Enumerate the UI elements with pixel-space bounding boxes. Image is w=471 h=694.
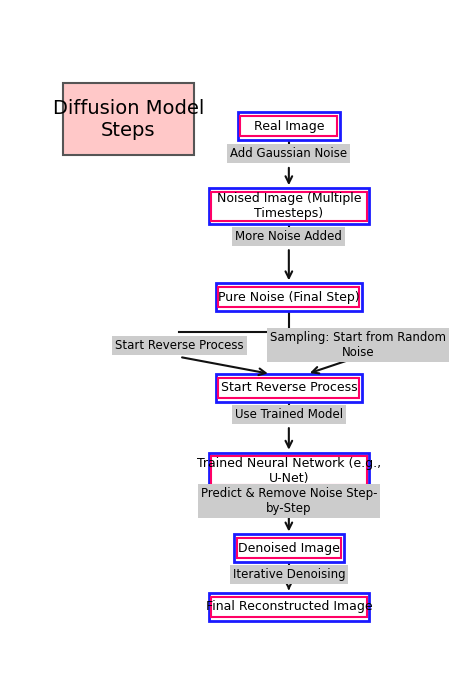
Text: Real Image: Real Image: [253, 119, 324, 133]
Text: Diffusion Model
Steps: Diffusion Model Steps: [53, 99, 204, 140]
Text: Pure Noise (Final Step): Pure Noise (Final Step): [218, 291, 360, 303]
Text: Start Reverse Process: Start Reverse Process: [115, 339, 244, 352]
Text: Start Reverse Process: Start Reverse Process: [220, 382, 357, 394]
FancyBboxPatch shape: [209, 452, 369, 489]
FancyBboxPatch shape: [238, 112, 340, 140]
Text: Noised Image (Multiple
Timesteps): Noised Image (Multiple Timesteps): [217, 192, 361, 220]
Text: Sampling: Start from Random
Noise: Sampling: Start from Random Noise: [270, 331, 446, 359]
Text: Denoised Image: Denoised Image: [238, 542, 340, 555]
Text: More Noise Added: More Noise Added: [236, 230, 342, 243]
Text: Final Reconstructed Image: Final Reconstructed Image: [205, 600, 372, 613]
FancyBboxPatch shape: [209, 593, 369, 621]
FancyBboxPatch shape: [216, 283, 362, 311]
Text: Trained Neural Network (e.g.,
U-Net): Trained Neural Network (e.g., U-Net): [197, 457, 381, 484]
Text: Iterative Denoising: Iterative Denoising: [233, 568, 345, 582]
FancyBboxPatch shape: [216, 374, 362, 402]
Text: Add Gaussian Noise: Add Gaussian Noise: [230, 147, 348, 160]
FancyBboxPatch shape: [63, 83, 194, 155]
Text: Predict & Remove Noise Step-
by-Step: Predict & Remove Noise Step- by-Step: [201, 487, 377, 515]
Text: Use Trained Model: Use Trained Model: [235, 408, 343, 421]
FancyBboxPatch shape: [209, 188, 369, 224]
FancyBboxPatch shape: [234, 534, 344, 562]
